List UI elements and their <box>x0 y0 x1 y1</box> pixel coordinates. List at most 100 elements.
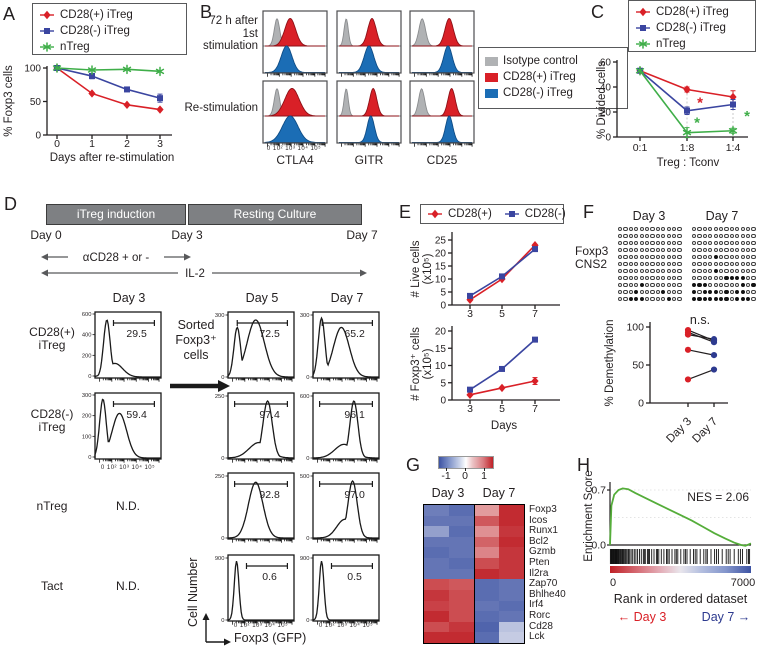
heatmap-colorbar <box>438 456 494 469</box>
unmethylated-cpg-icon <box>677 283 682 288</box>
methylated-cpg-icon <box>666 297 671 302</box>
unmethylated-cpg-icon <box>708 269 713 274</box>
panel-g-label: G <box>406 455 421 475</box>
unmethylated-cpg-icon <box>639 234 644 239</box>
star-marker-icon <box>635 38 651 50</box>
axes <box>43 66 172 139</box>
unmethylated-cpg-icon <box>751 290 756 295</box>
unmethylated-cpg-icon <box>661 227 666 232</box>
unmethylated-cpg-icon <box>745 248 751 253</box>
d-xticks-1: 0 10² 10³ 10⁴ 10⁵ <box>100 465 156 471</box>
unmethylated-cpg-icon <box>697 234 702 239</box>
unmethylated-cpg-icon <box>702 262 708 267</box>
diamond-marker-icon <box>427 208 443 220</box>
heatmap-cell <box>449 558 474 569</box>
unmethylated-cpg-icon <box>724 241 729 246</box>
methylation-row <box>618 255 683 262</box>
unmethylated-cpg-icon <box>618 227 623 232</box>
unmethylated-cpg-icon <box>650 297 655 302</box>
unmethylated-cpg-icon <box>745 283 751 288</box>
svg-text:3: 3 <box>467 403 473 415</box>
sorted-note: Sorted Foxp3⁺ cells <box>175 318 217 362</box>
heatmap-cell <box>499 621 524 633</box>
unmethylated-cpg-icon <box>655 255 661 260</box>
unmethylated-cpg-icon <box>708 227 713 232</box>
unmethylated-cpg-icon <box>634 276 639 281</box>
unmethylated-cpg-icon <box>729 297 735 302</box>
svg-text:600: 600 <box>300 394 310 400</box>
methylation-row <box>618 248 683 255</box>
unmethylated-cpg-icon <box>655 283 661 288</box>
panel-a-label: A <box>3 4 16 24</box>
svg-text:0: 0 <box>306 536 309 542</box>
svg-text:1: 1 <box>89 138 95 150</box>
unmethylated-cpg-icon <box>639 262 644 267</box>
gene-label: Cd28 <box>529 620 553 632</box>
svg-text:7: 7 <box>532 403 538 415</box>
unmethylated-cpg-icon <box>650 255 655 260</box>
heatmap-cell <box>449 600 474 612</box>
unmethylated-cpg-icon <box>708 276 713 281</box>
unmethylated-cpg-icon <box>677 269 682 274</box>
unmethylated-cpg-icon <box>702 241 708 246</box>
unmethylated-cpg-icon <box>628 227 634 232</box>
methylated-cpg-icon <box>724 290 729 295</box>
unmethylated-cpg-icon <box>729 255 735 260</box>
marker-label-ctla4: CTLA4 <box>276 153 314 167</box>
unmethylated-cpg-icon <box>666 262 671 267</box>
legend-item: CD28(-) <box>504 206 566 222</box>
svg-text:97.4: 97.4 <box>259 409 280 421</box>
nd-ntreg: N.D. <box>116 499 140 513</box>
methylation-row <box>618 269 683 276</box>
svg-text:Day 7 →: Day 7 → <box>702 610 751 624</box>
unmethylated-cpg-icon <box>702 248 708 253</box>
unmethylated-cpg-icon <box>618 234 623 239</box>
svg-text:25: 25 <box>435 236 447 247</box>
d-xticks-2: 0 10² 10³ 10⁴ 10⁵ <box>233 623 289 629</box>
svg-text:400: 400 <box>82 333 92 339</box>
unmethylated-cpg-icon <box>650 227 655 232</box>
unmethylated-cpg-icon <box>718 227 724 232</box>
unmethylated-cpg-icon <box>639 269 644 274</box>
unmethylated-cpg-icon <box>639 276 644 281</box>
unmethylated-cpg-icon <box>644 248 650 253</box>
svg-text:900: 900 <box>300 556 310 562</box>
panel-b-label: B <box>200 2 213 22</box>
unmethylated-cpg-icon <box>671 297 677 302</box>
axes <box>448 232 560 309</box>
svg-text:0.0: 0.0 <box>591 540 606 552</box>
svg-text:10: 10 <box>435 275 447 286</box>
methylation-row <box>692 248 757 255</box>
svg-text:20: 20 <box>600 108 612 119</box>
svg-text:% Demethylation: % Demethylation <box>604 320 616 407</box>
heatmap-cell <box>474 526 499 537</box>
gene-label: Rorc <box>529 610 551 622</box>
methylation-row <box>692 227 757 234</box>
unmethylated-cpg-icon <box>745 290 751 295</box>
legend-label: CD28(+) iTreg <box>60 9 133 21</box>
unmethylated-cpg-icon <box>655 227 661 232</box>
unmethylated-cpg-icon <box>697 248 702 253</box>
d-histogram: 300 200 100 0 59.4 <box>82 392 162 463</box>
unmethylated-cpg-icon <box>644 290 650 295</box>
unmethylated-cpg-icon <box>718 290 724 295</box>
unmethylated-cpg-icon <box>666 241 671 246</box>
unmethylated-cpg-icon <box>724 255 729 260</box>
unmethylated-cpg-icon <box>697 269 702 274</box>
legend-item: CD28(+) iTreg <box>485 69 621 85</box>
legend-item: CD28(-) iTreg <box>635 20 749 36</box>
heatmap-cell <box>474 547 499 559</box>
unmethylated-cpg-icon <box>623 297 628 302</box>
unmethylated-cpg-icon <box>666 283 671 288</box>
heatmap-cell <box>424 568 449 580</box>
heatmap-cell <box>474 589 499 601</box>
methylated-cpg-icon <box>745 297 751 302</box>
unmethylated-cpg-icon <box>671 255 677 260</box>
panel-e-legend: CD28(+) CD28(-) <box>420 204 566 224</box>
svg-text:29.5: 29.5 <box>126 328 147 340</box>
square-marker-icon <box>635 22 651 34</box>
heatmap-cell <box>474 515 499 527</box>
heatmap-cell <box>449 547 474 559</box>
axes <box>448 326 560 404</box>
panel-a-chart: 0 50 100 0 1 2 3 Days after re-stimulation % Fox… <box>3 63 174 164</box>
